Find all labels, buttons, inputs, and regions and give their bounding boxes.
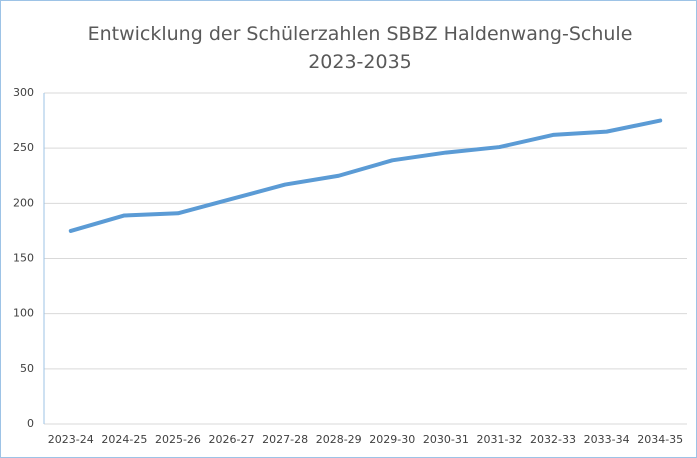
x-tick-label: 2025-26 [155, 433, 201, 446]
y-tick-label: 100 [13, 307, 34, 320]
x-tick-label: 2034-35 [637, 433, 683, 446]
x-tick-label: 2023-24 [48, 433, 94, 446]
chart-title: Entwicklung der Schülerzahlen SBBZ Halde… [87, 23, 633, 73]
y-tick-label: 300 [13, 86, 34, 99]
y-tick-label: 0 [27, 417, 34, 430]
y-tick-label: 250 [13, 141, 34, 154]
y-tick-label: 150 [13, 252, 34, 265]
data-line [68, 118, 663, 233]
y-tick-label: 50 [20, 362, 34, 375]
x-tick-label: 2024-25 [101, 433, 147, 446]
x-tick-label: 2026-27 [209, 433, 255, 446]
y-tick-label: 200 [13, 196, 34, 209]
x-tick-label: 2029-30 [369, 433, 415, 446]
x-tick-label: 2033-34 [584, 433, 630, 446]
x-tick-label: 2028-29 [316, 433, 362, 446]
x-tick-label: 2030-31 [423, 433, 469, 446]
x-tick-label: 2027-28 [262, 433, 308, 446]
x-tick-label: 2031-32 [476, 433, 522, 446]
x-tick-label: 2032-33 [530, 433, 576, 446]
